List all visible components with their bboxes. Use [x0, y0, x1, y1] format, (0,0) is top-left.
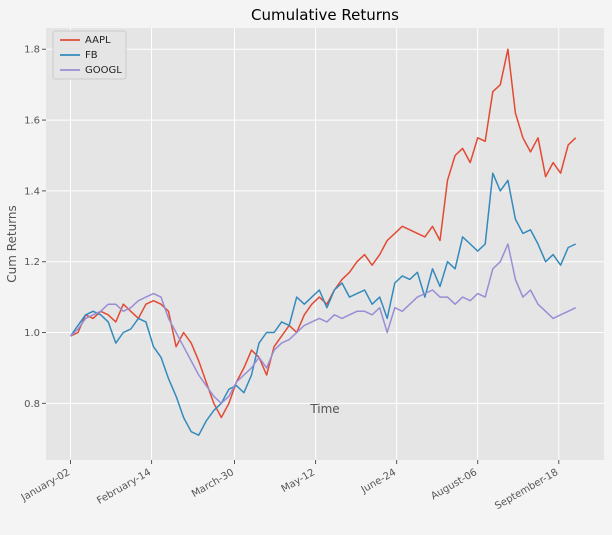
x-tick-label: June-24: [359, 467, 398, 496]
series-line-googl: [69, 243, 577, 405]
legend-aapl-label: AAPL: [85, 35, 111, 46]
series-line-fb: [69, 172, 577, 436]
y-axis-ticks: 0.8 1.0 1.2 1.4 1.6 1.8: [24, 45, 46, 410]
x-axis-ticks: January-02 February-14 March-30 May-12 June-…: [19, 460, 560, 512]
x-axis-label: Time: [309, 402, 339, 416]
x-tick-label: February-14: [95, 467, 153, 507]
legend: AAPL FB GOOGL: [52, 30, 127, 80]
y-tick-label: 1.6: [24, 116, 40, 127]
y-tick-label: 0.8: [24, 399, 40, 410]
x-tick-label: September-18: [493, 467, 560, 512]
y-axis-label: Cum Returns: [5, 205, 19, 283]
plot-area: [46, 28, 604, 460]
y-tick-label: 1.4: [24, 186, 40, 197]
legend-box: [52, 30, 127, 80]
x-tick-label: May-12: [280, 467, 317, 495]
legend-googl-label: GOOGL: [85, 65, 122, 76]
x-tick-label: January-02: [19, 467, 72, 504]
x-tick-label: March-30: [190, 467, 236, 500]
grid: [46, 28, 604, 460]
x-tick-label: August-06: [429, 467, 479, 502]
legend-fb-label: FB: [85, 50, 98, 61]
y-tick-label: 1.0: [24, 328, 40, 339]
chart-title: Cumulative Returns: [251, 6, 399, 24]
y-tick-label: 1.8: [24, 45, 40, 56]
y-tick-label: 1.2: [24, 257, 40, 268]
series-lines: [69, 48, 577, 436]
